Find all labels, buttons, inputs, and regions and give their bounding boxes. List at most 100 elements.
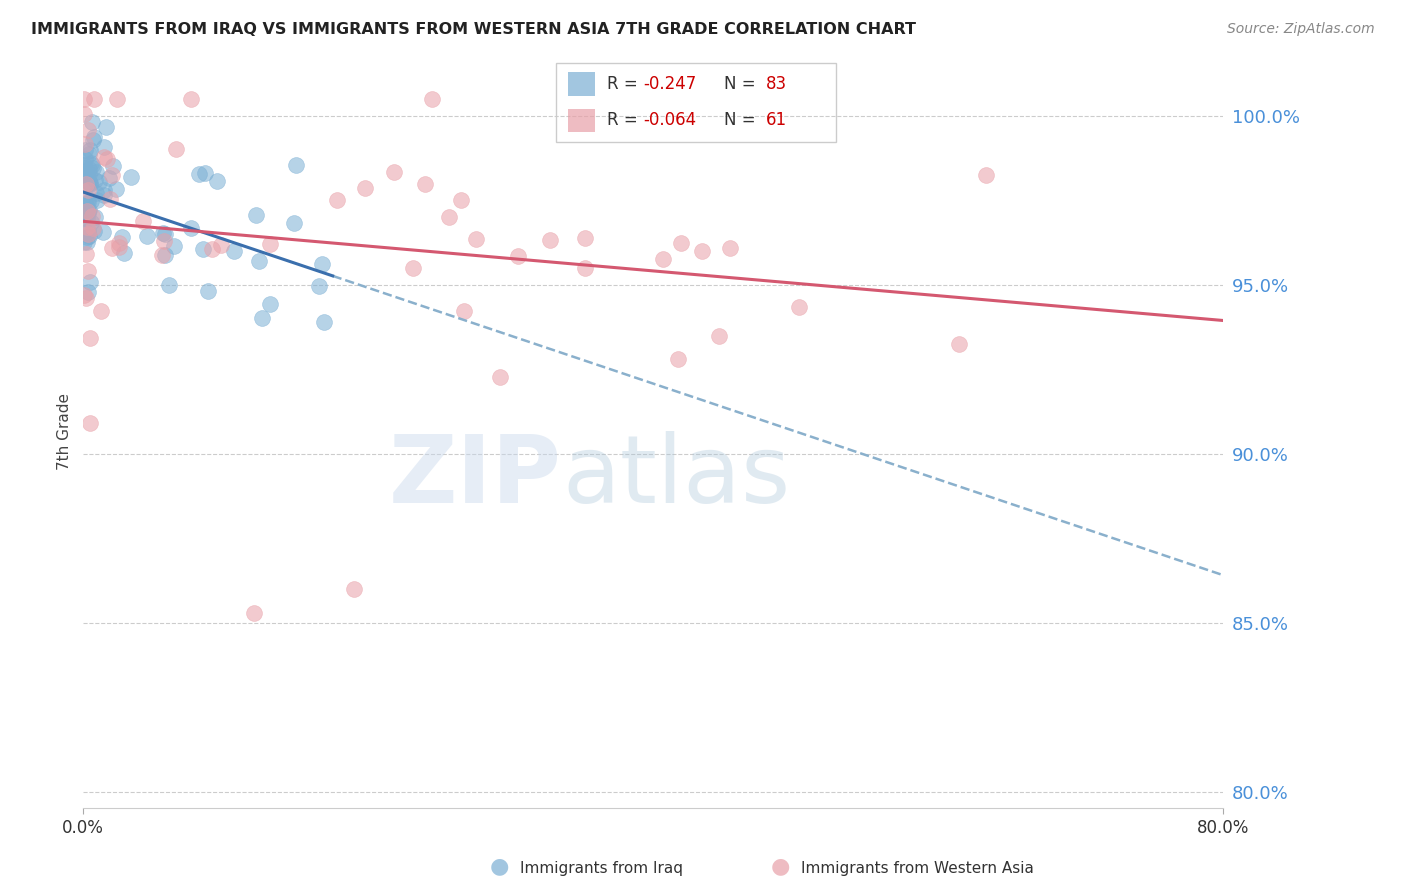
- Point: [77, 206, 100, 220]
- Point: [73, 209, 96, 223]
- Point: [96, 152, 118, 166]
- Point: [82, 161, 104, 175]
- Point: [73, 288, 96, 302]
- Point: [79, 416, 101, 430]
- Point: [80, 115, 103, 129]
- Point: [93, 150, 115, 164]
- Point: [155, 227, 177, 241]
- Point: [82, 209, 104, 223]
- Point: [77, 264, 100, 278]
- Point: [247, 254, 270, 268]
- Point: [76, 227, 98, 241]
- Point: [77, 204, 100, 219]
- Point: [73, 92, 96, 106]
- Point: [77, 175, 100, 189]
- Point: [311, 257, 333, 271]
- Point: [131, 213, 153, 227]
- Point: [83, 92, 105, 106]
- Point: [259, 236, 281, 251]
- Point: [420, 92, 443, 106]
- Point: [343, 582, 366, 596]
- Point: [112, 245, 135, 260]
- Point: [76, 203, 98, 218]
- Point: [83, 130, 105, 145]
- Point: [76, 167, 98, 181]
- Point: [79, 275, 101, 289]
- Point: [75, 291, 97, 305]
- Point: [84, 164, 107, 178]
- Point: [974, 169, 997, 183]
- Point: [326, 194, 349, 208]
- Point: [86, 193, 108, 207]
- Point: [101, 159, 124, 173]
- Point: [76, 235, 98, 250]
- Point: [197, 284, 219, 298]
- Point: [652, 252, 675, 267]
- Text: Immigrants from Western Asia: Immigrants from Western Asia: [801, 861, 1035, 876]
- Text: ●: ●: [770, 856, 790, 876]
- Text: atlas: atlas: [562, 431, 790, 523]
- Point: [76, 177, 98, 191]
- Point: [201, 242, 224, 256]
- Point: [209, 238, 232, 252]
- Point: [83, 210, 105, 224]
- Text: IMMIGRANTS FROM IRAQ VS IMMIGRANTS FROM WESTERN ASIA 7TH GRADE CORRELATION CHART: IMMIGRANTS FROM IRAQ VS IMMIGRANTS FROM …: [31, 22, 915, 37]
- Point: [76, 230, 98, 244]
- Point: [157, 277, 180, 292]
- Point: [787, 300, 810, 314]
- Text: Immigrants from Iraq: Immigrants from Iraq: [520, 861, 683, 876]
- Point: [413, 178, 436, 192]
- Point: [101, 168, 124, 182]
- Point: [97, 171, 120, 186]
- Point: [259, 296, 281, 310]
- Point: [152, 226, 174, 240]
- Point: [77, 285, 100, 299]
- Point: [77, 183, 100, 197]
- Point: [77, 167, 100, 181]
- Point: [79, 177, 101, 191]
- Point: [90, 303, 112, 318]
- Point: [73, 161, 96, 175]
- Point: [450, 194, 472, 208]
- Point: [79, 215, 101, 229]
- Point: [87, 175, 110, 189]
- Point: [669, 235, 692, 250]
- Point: [191, 242, 214, 256]
- Point: [402, 261, 425, 276]
- Point: [76, 177, 98, 191]
- Point: [73, 158, 96, 172]
- Point: [98, 192, 121, 206]
- Point: [538, 233, 561, 247]
- Point: [718, 241, 741, 255]
- Point: [162, 239, 184, 253]
- Point: [107, 240, 129, 254]
- Point: [245, 208, 267, 222]
- Point: [308, 279, 330, 293]
- Point: [83, 223, 105, 237]
- Point: [77, 161, 100, 176]
- Point: [574, 261, 596, 276]
- Point: [76, 203, 98, 218]
- Point: [136, 228, 159, 243]
- Point: [666, 351, 689, 366]
- Point: [354, 181, 377, 195]
- Point: [75, 143, 97, 157]
- Point: [222, 244, 245, 259]
- Point: [75, 204, 97, 219]
- Point: [75, 225, 97, 239]
- Point: [194, 166, 217, 180]
- Point: [489, 370, 512, 384]
- Point: [80, 156, 103, 170]
- Point: [75, 204, 97, 219]
- Point: [82, 133, 104, 147]
- Point: [76, 224, 98, 238]
- Point: [108, 236, 131, 251]
- Point: [101, 242, 124, 256]
- Point: [73, 235, 96, 249]
- Point: [707, 328, 730, 343]
- Text: ●: ●: [489, 856, 509, 876]
- Point: [79, 176, 101, 190]
- Point: [284, 158, 307, 172]
- Point: [155, 248, 177, 262]
- Point: [75, 247, 97, 261]
